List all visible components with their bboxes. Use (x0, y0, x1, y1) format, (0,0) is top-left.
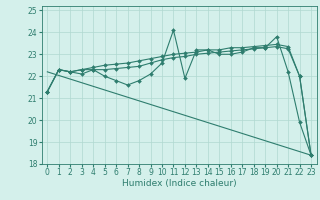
X-axis label: Humidex (Indice chaleur): Humidex (Indice chaleur) (122, 179, 236, 188)
